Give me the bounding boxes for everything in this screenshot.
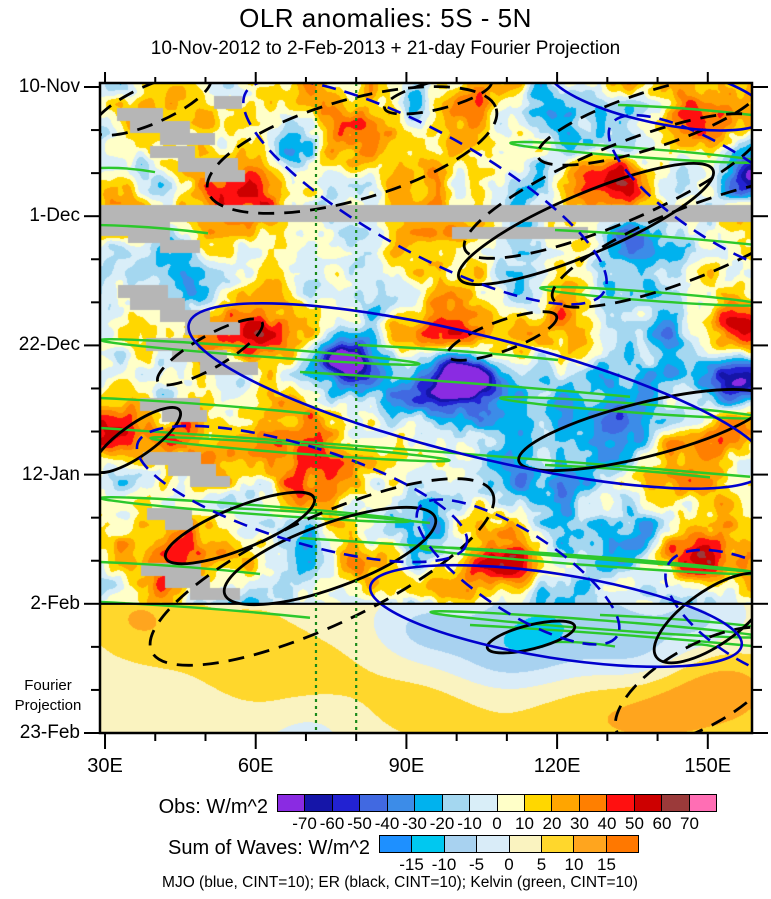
- waves-colorbar-tick-5: 5: [536, 855, 547, 874]
- obs-colorbar: [277, 794, 717, 812]
- obs-colorbar-segment-15: [688, 795, 716, 811]
- obs-colorbar-segment-14: [661, 795, 689, 811]
- waves-colorbar-segment-5: [540, 836, 574, 852]
- waves-colorbar-segment-0: [380, 836, 412, 852]
- obs-colorbar-segment-0: [278, 795, 305, 811]
- waves-colorbar-tick-15: 15: [597, 855, 616, 874]
- obs-colorbar-tick--70: -70: [292, 814, 317, 833]
- obs-colorbar-segment-3: [359, 795, 387, 811]
- contour-field-canvas: [100, 83, 752, 733]
- waves-colorbar-segment-7: [605, 836, 638, 852]
- y-axis-tick-label-23-Feb: 23-Feb: [19, 722, 80, 743]
- obs-colorbar-label: Obs: W/m^2: [158, 796, 268, 818]
- x-axis-tick-label-150E: 150E: [684, 755, 732, 777]
- waves-colorbar-tick-10: 10: [564, 855, 584, 874]
- x-axis-tick-label-60E: 60E: [237, 755, 274, 777]
- waves-colorbar-tick-0: 0: [504, 855, 514, 874]
- obs-colorbar-tick-60: 60: [652, 814, 672, 833]
- x-axis-tick-label-120E: 120E: [533, 755, 581, 777]
- y-axis-tick-label-2-Feb: 2-Feb: [30, 592, 80, 614]
- waves-colorbar-tick--15: -15: [399, 855, 424, 874]
- obs-colorbar-segment-8: [496, 795, 524, 811]
- obs-colorbar-tick-20: 20: [542, 814, 562, 833]
- y-axis-tick-label-12-Jan: 12-Jan: [21, 463, 80, 485]
- obs-colorbar-tick--10: -10: [457, 814, 482, 833]
- fourier-projection-note: Fourier Projection: [2, 676, 94, 716]
- y-axis-tick-label-1-Dec: 1-Dec: [29, 205, 80, 227]
- waves-colorbar-segment-6: [573, 836, 606, 852]
- obs-colorbar-tick-0: 0: [492, 814, 502, 833]
- obs-colorbar-tick--60: -60: [319, 814, 345, 833]
- waves-colorbar-segment-1: [411, 836, 444, 852]
- obs-colorbar-segment-6: [441, 795, 470, 811]
- obs-colorbar-segment-11: [578, 795, 607, 811]
- fourier-projection-note-line2: Projection: [14, 697, 82, 714]
- obs-colorbar-segment-7: [469, 795, 497, 811]
- obs-colorbar-tick--30: -30: [402, 814, 427, 833]
- waves-colorbar-segment-4: [508, 836, 541, 852]
- obs-colorbar-tick-10: 10: [515, 814, 534, 833]
- x-axis-tick-label-30E: 30E: [87, 755, 123, 777]
- obs-colorbar-segment-2: [331, 795, 360, 811]
- fourier-projection-note-line1: Fourier: [24, 677, 72, 694]
- obs-colorbar-segment-13: [633, 795, 662, 811]
- obs-colorbar-tick--50: -50: [347, 814, 372, 833]
- waves-colorbar-tick--5: -5: [468, 855, 485, 874]
- waves-colorbar-tick--10: -10: [431, 855, 457, 874]
- waves-colorbar-segment-2: [443, 836, 477, 852]
- chart-title: OLR anomalies: 5S - 5N: [239, 3, 532, 33]
- obs-colorbar-segment-10: [551, 795, 579, 811]
- y-axis-tick-label-22-Dec: 22-Dec: [18, 334, 80, 356]
- obs-colorbar-segment-9: [523, 795, 552, 811]
- x-axis-tick-label-90E: 90E: [388, 755, 425, 777]
- obs-colorbar-tick-50: 50: [625, 814, 644, 833]
- waves-colorbar: [379, 835, 639, 853]
- obs-colorbar-tick--20: -20: [429, 814, 455, 833]
- obs-colorbar-segment-12: [606, 795, 634, 811]
- chart-subtitle: 10-Nov-2012 to 2-Feb-2013 + 21-day Fouri…: [150, 38, 621, 59]
- obs-colorbar-tick--40: -40: [374, 814, 400, 833]
- waves-colorbar-segment-3: [476, 836, 509, 852]
- obs-colorbar-segment-5: [414, 795, 442, 811]
- obs-colorbar-tick-40: 40: [597, 814, 617, 833]
- legend-footnote: MJO (blue, CINT=10); ER (black, CINT=10)…: [162, 874, 638, 891]
- obs-colorbar-tick-70: 70: [680, 814, 699, 833]
- obs-colorbar-segment-1: [304, 795, 332, 811]
- waves-colorbar-label: Sum of Waves: W/m^2: [167, 837, 370, 859]
- y-axis-tick-label-10-Nov: 10-Nov: [18, 76, 80, 97]
- obs-colorbar-segment-4: [386, 795, 415, 811]
- obs-colorbar-tick-30: 30: [570, 814, 589, 833]
